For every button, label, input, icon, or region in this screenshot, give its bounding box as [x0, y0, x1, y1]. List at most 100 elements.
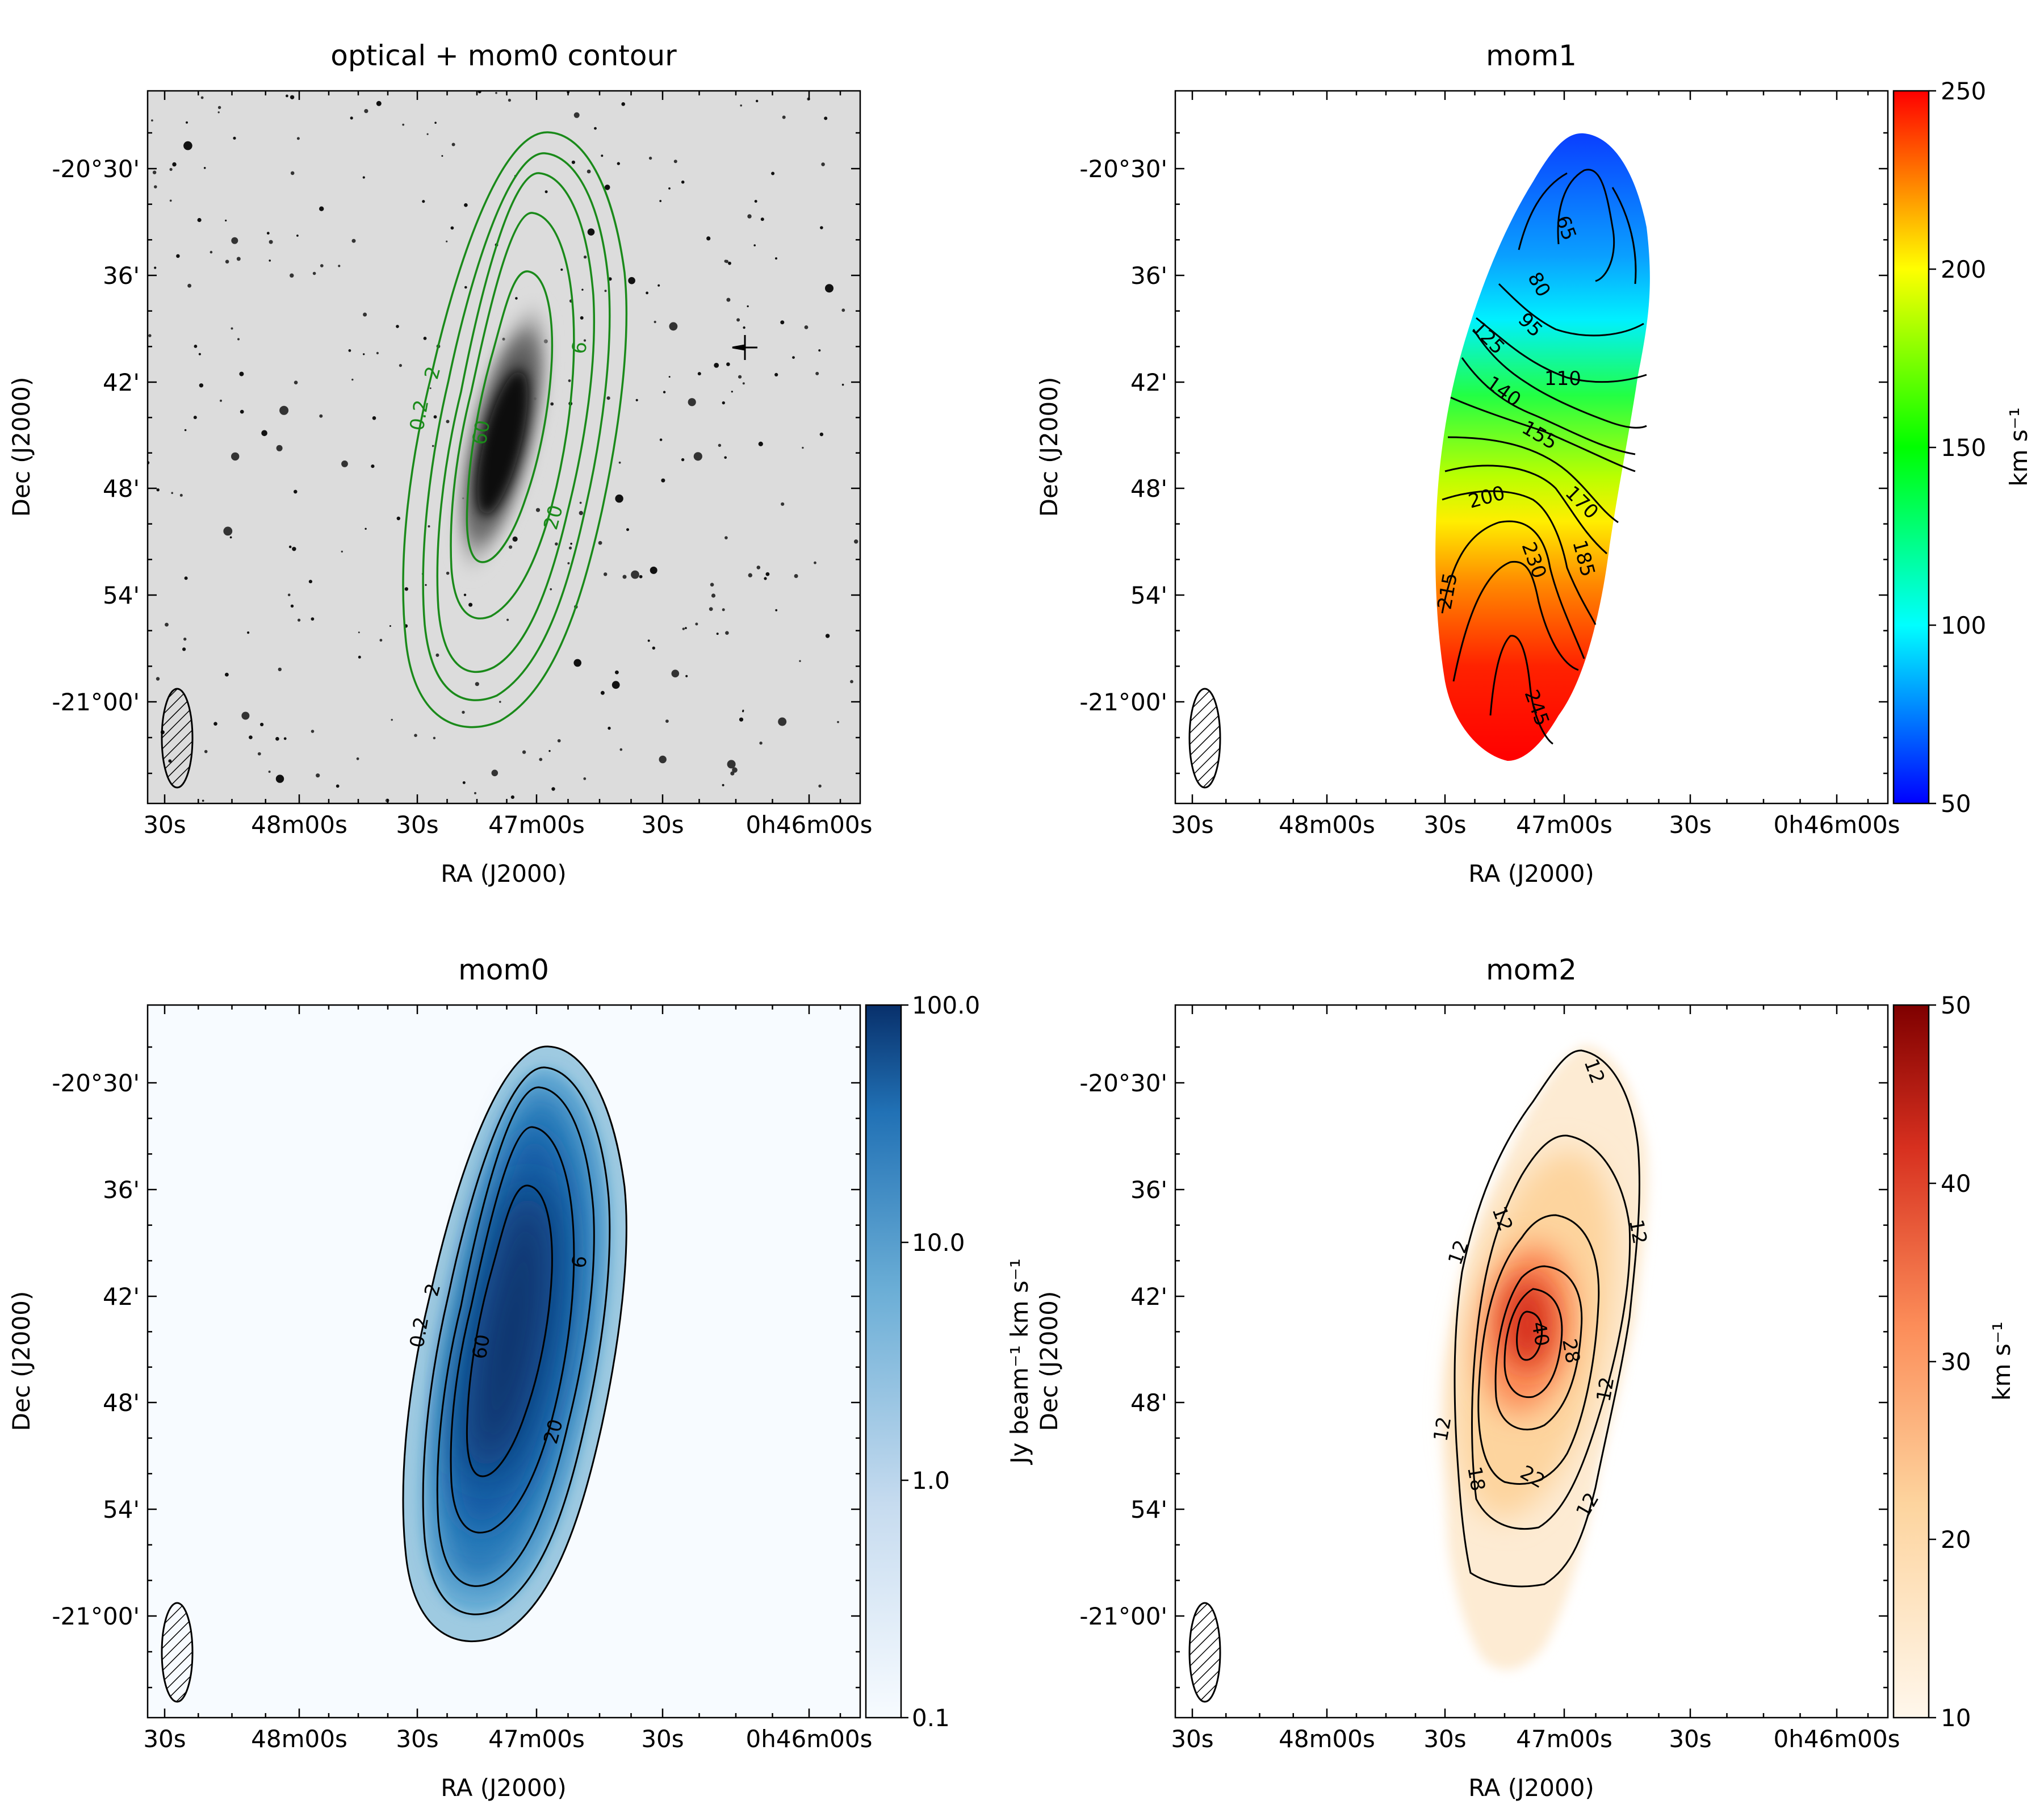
star	[217, 111, 220, 114]
star	[169, 199, 172, 202]
star	[429, 387, 432, 390]
star	[544, 190, 548, 194]
star	[396, 325, 399, 328]
axes: 30s 48m00s 30s 47m00s 30s 0h46m00s -20°30' 36' 4…	[1079, 1005, 1900, 1753]
optical-contour-labels: 0.2 2 6 20 60	[405, 340, 592, 532]
star	[363, 353, 365, 355]
star	[756, 566, 761, 570]
x-tick-label: 0h46m00s	[1773, 1725, 1900, 1753]
star	[663, 391, 666, 393]
star	[727, 760, 736, 769]
star	[422, 200, 425, 203]
colorbar: 50 100 150 200 250 km s⁻¹	[1892, 77, 2033, 818]
axes-frame	[146, 90, 861, 805]
star	[176, 254, 180, 258]
x-axis-label: RA (J2000)	[441, 1774, 567, 1802]
star	[728, 261, 731, 265]
star	[604, 185, 610, 190]
star	[172, 162, 177, 167]
star	[726, 362, 730, 366]
star	[376, 101, 382, 106]
star	[551, 787, 555, 791]
star	[512, 536, 518, 542]
star	[573, 659, 581, 667]
contour-label: 12	[1624, 1218, 1651, 1246]
star	[371, 464, 375, 468]
x-tick-label: 0h46m00s	[745, 811, 872, 839]
contour-80	[1518, 172, 1637, 284]
star	[363, 312, 367, 317]
star	[151, 119, 153, 122]
optical-contours	[402, 131, 628, 729]
star	[495, 91, 497, 94]
star	[286, 94, 288, 98]
star	[615, 494, 623, 503]
star	[423, 337, 427, 340]
star	[433, 736, 436, 740]
star	[758, 441, 763, 447]
x-tick-label: 30s	[1171, 811, 1213, 839]
star	[278, 667, 282, 672]
bright-star	[732, 335, 757, 360]
star	[837, 721, 839, 723]
star	[269, 259, 271, 262]
star	[351, 238, 356, 243]
star	[626, 528, 629, 531]
star	[446, 420, 450, 424]
star	[184, 576, 188, 580]
star	[152, 170, 157, 174]
star	[399, 364, 403, 367]
star	[474, 792, 476, 794]
star	[710, 583, 714, 587]
star	[560, 268, 563, 271]
star	[296, 137, 300, 140]
x-tick-label: 30s	[1669, 811, 1711, 839]
star	[193, 416, 197, 420]
star	[217, 106, 221, 109]
y-tick-label: 54'	[1130, 1496, 1167, 1523]
star	[311, 617, 315, 621]
star	[621, 102, 625, 106]
colorbar-tick-label: 100	[1941, 612, 1986, 639]
star	[506, 618, 509, 621]
star	[362, 176, 365, 179]
beam-ellipse	[1188, 1602, 1221, 1703]
star	[615, 670, 619, 675]
star	[311, 730, 315, 733]
star	[598, 541, 602, 545]
star	[850, 680, 853, 684]
mom2-dispersion-map	[1443, 1045, 1648, 1670]
contour-label: 60	[468, 1333, 495, 1361]
star	[714, 363, 719, 368]
star	[239, 371, 244, 376]
star	[815, 371, 819, 375]
star	[365, 527, 367, 530]
y-tick-label: 42'	[103, 1283, 140, 1311]
mom2-contours	[1454, 1049, 1640, 1588]
star	[290, 171, 295, 175]
star	[650, 566, 657, 574]
star	[288, 545, 292, 549]
axes-frame	[146, 1004, 861, 1719]
star	[402, 123, 405, 126]
star	[404, 587, 408, 591]
star	[171, 492, 174, 494]
colorbar-tick-label: 10	[1941, 1704, 1971, 1732]
star	[792, 356, 795, 359]
contour-label: 110	[1544, 367, 1581, 390]
star	[319, 414, 323, 418]
mom1-contours	[1441, 169, 1647, 745]
star	[186, 121, 188, 124]
star	[433, 415, 437, 419]
star	[618, 461, 621, 464]
axes: 30s 48m00s 30s 47m00s 30s 0h46m00s -20°30' 36' 4…	[1079, 91, 1900, 839]
colorbar-tick-label: 0.1	[912, 1704, 950, 1732]
colorbar-label: km s⁻¹	[2005, 407, 2033, 486]
star	[619, 748, 623, 751]
star	[706, 236, 711, 241]
star	[697, 372, 701, 376]
mom1-velocity-field	[1435, 133, 1650, 761]
star	[312, 271, 316, 275]
star	[568, 379, 571, 382]
